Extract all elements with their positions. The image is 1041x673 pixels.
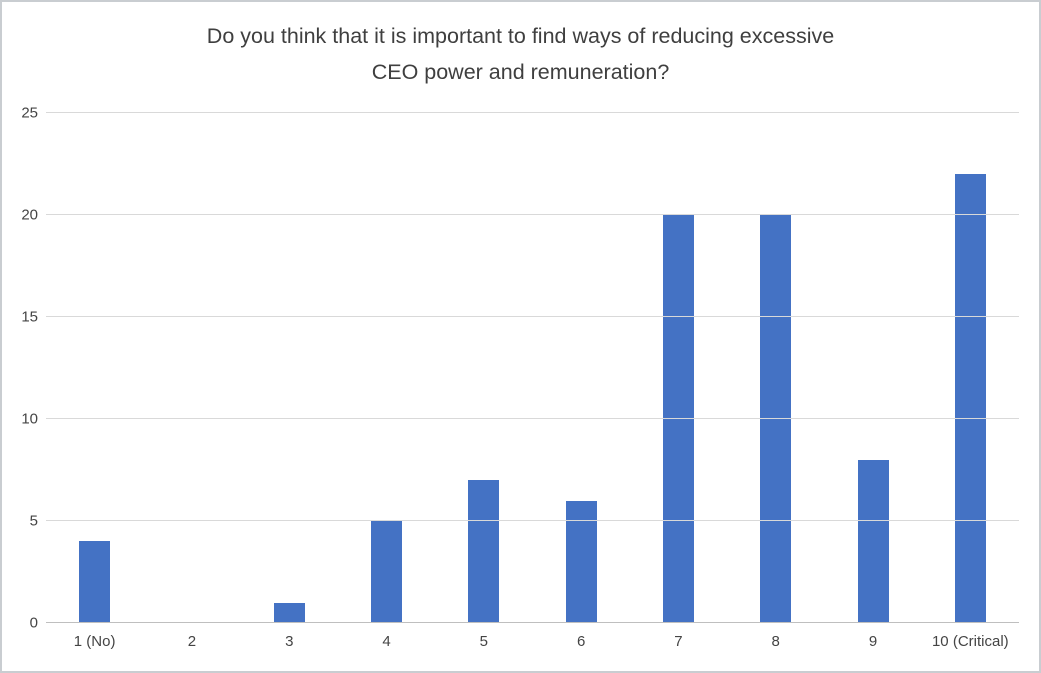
gridline xyxy=(46,214,1019,215)
y-tick-label: 5 xyxy=(29,512,38,530)
bar-4 xyxy=(371,521,403,623)
bar-slot xyxy=(338,113,435,623)
y-tick-label: 10 xyxy=(21,410,38,428)
bar-1 (No) xyxy=(79,541,111,623)
x-tick-label: 1 (No) xyxy=(73,633,116,650)
plot-area xyxy=(46,112,1019,623)
x-tick-label: 2 xyxy=(187,633,197,650)
y-tick-label: 25 xyxy=(21,104,38,122)
x-axis-line xyxy=(46,622,1019,623)
bar-slot xyxy=(241,113,338,623)
bar-slot xyxy=(727,113,824,623)
bar-slot xyxy=(824,113,921,623)
y-axis: 0 5 10 15 20 25 xyxy=(2,105,38,632)
bar-5 xyxy=(468,480,500,623)
x-tick-label: 7 xyxy=(674,633,683,650)
bar-8 xyxy=(760,215,792,623)
bar-slot xyxy=(532,113,629,623)
chart-title: Do you think that it is important to fin… xyxy=(2,18,1039,90)
x-tick-label: 5 xyxy=(479,633,488,650)
gridline xyxy=(46,418,1019,419)
x-tick-label: 10 (Critical) xyxy=(931,633,1009,650)
y-tick-label: 15 xyxy=(21,308,38,326)
chart-title-line-2: CEO power and remuneration? xyxy=(371,60,670,84)
bar-slot xyxy=(922,113,1019,623)
x-tick-label: 6 xyxy=(576,633,586,650)
gridline xyxy=(46,520,1019,521)
x-tick-label: 3 xyxy=(285,633,294,650)
chart-title-line-1: Do you think that it is important to fin… xyxy=(206,24,835,48)
bar-6 xyxy=(565,500,597,623)
bar-slot xyxy=(435,113,532,623)
bar-slot xyxy=(630,113,727,623)
bar-10 (Critical) xyxy=(954,174,986,623)
gridline xyxy=(46,112,1019,113)
x-tick-label: 9 xyxy=(868,633,878,650)
bar-7 xyxy=(662,215,694,623)
x-tick-label: 8 xyxy=(771,633,780,650)
bar-3 xyxy=(273,602,305,623)
x-axis: 1 (No) 2 3 4 5 6 7 8 9 10 (Critical) xyxy=(46,633,1019,650)
y-tick-label: 0 xyxy=(29,614,38,632)
bar-9 xyxy=(857,459,889,623)
bar-slot xyxy=(46,113,143,623)
bar-slot xyxy=(143,113,240,623)
bar-series xyxy=(46,113,1019,623)
gridline xyxy=(46,316,1019,317)
x-tick-label: 4 xyxy=(382,633,391,650)
y-tick-label: 20 xyxy=(21,206,38,224)
